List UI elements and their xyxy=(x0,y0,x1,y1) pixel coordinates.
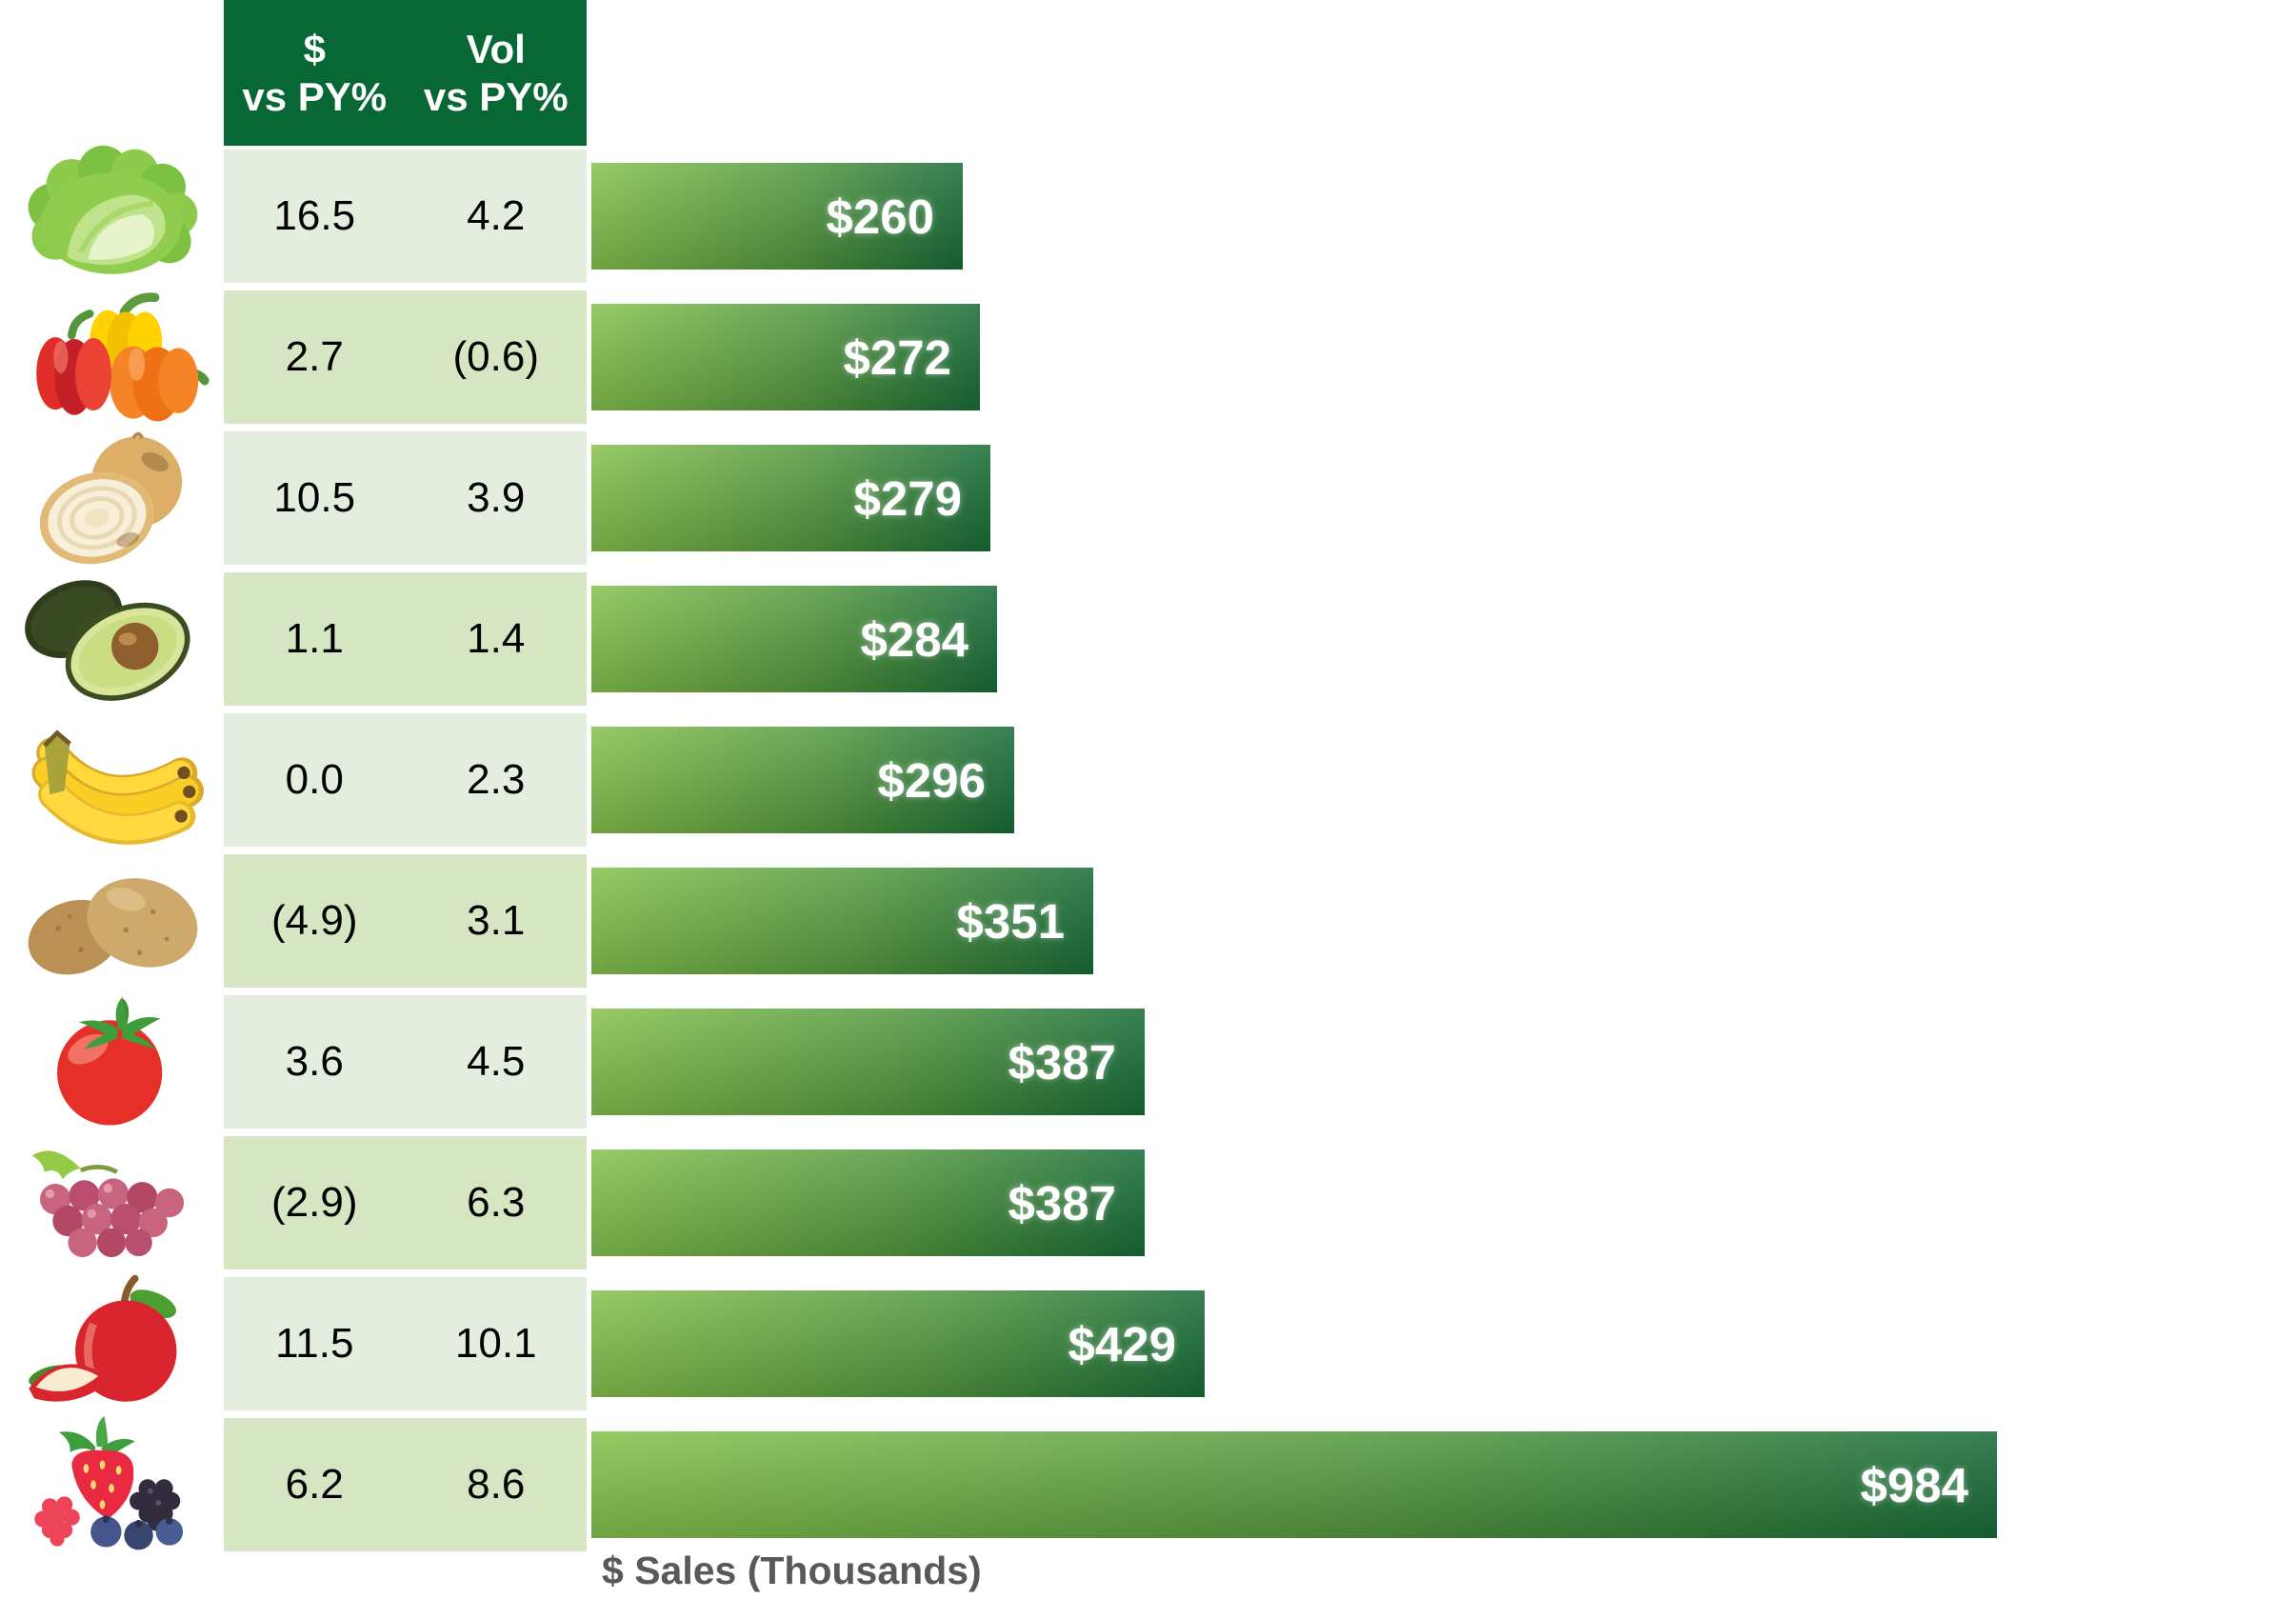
sales-bar: $387 xyxy=(591,1009,1145,1115)
header-vol-line1: Vol xyxy=(466,26,526,71)
dollar-vs-py-value: (4.9) xyxy=(271,897,358,944)
sales-bar: $284 xyxy=(591,586,997,692)
sales-value-label: $279 xyxy=(853,470,962,526)
metrics-cell: 1.1 1.4 xyxy=(224,572,587,706)
sales-value-label: $387 xyxy=(1008,1034,1116,1089)
header-vol-line2: vs PY% xyxy=(423,73,569,119)
table-row: 3.6 4.5 $387 xyxy=(0,995,2296,1129)
metrics-cell: 10.5 3.9 xyxy=(224,431,587,565)
bar-track: $272 xyxy=(587,290,2296,424)
potatoes-icon xyxy=(0,854,224,988)
bar-track: $429 xyxy=(587,1277,2296,1410)
bar-track: $984 xyxy=(587,1418,2296,1551)
sales-bar: $272 xyxy=(591,304,980,410)
metrics-cell: 3.6 4.5 xyxy=(224,995,587,1129)
vol-vs-py-value: 2.3 xyxy=(467,756,526,803)
vol-vs-py-value: 8.6 xyxy=(467,1461,526,1508)
bar-track: $387 xyxy=(587,1136,2296,1269)
berries-icon xyxy=(0,1415,224,1551)
dollar-vs-py-value: 1.1 xyxy=(285,615,344,662)
sales-value-label: $984 xyxy=(1860,1457,1968,1512)
metrics-cell: (2.9) 6.3 xyxy=(224,1136,587,1269)
avocado-icon xyxy=(0,572,224,706)
sales-value-label: $284 xyxy=(860,611,968,667)
metrics-cell: 11.5 10.1 xyxy=(224,1277,587,1410)
bar-track: $296 xyxy=(587,713,2296,847)
sales-bar: $984 xyxy=(591,1431,1997,1538)
table-row: (2.9) 6.3 $387 xyxy=(0,1136,2296,1269)
table-row: 10.5 3.9 $279 xyxy=(0,431,2296,565)
grapes-icon xyxy=(0,1136,224,1269)
table-row: 11.5 10.1 $429 xyxy=(0,1274,2296,1410)
dollar-vs-py-value: 6.2 xyxy=(285,1461,344,1508)
apple-icon xyxy=(0,1274,224,1410)
lettuce-icon xyxy=(0,145,224,283)
bar-track: $351 xyxy=(587,854,2296,988)
vol-vs-py-value: (0.6) xyxy=(452,333,539,380)
vol-vs-py-value: 3.9 xyxy=(467,474,526,521)
dollar-vs-py-value: 10.5 xyxy=(273,474,356,521)
dollar-vs-py-value: 16.5 xyxy=(273,192,356,239)
sales-value-label: $272 xyxy=(843,330,951,385)
table-row: 6.2 8.6 $984 xyxy=(0,1415,2296,1551)
table-row: (4.9) 3.1 $351 xyxy=(0,854,2296,988)
x-axis-label: $ Sales (Thousands) xyxy=(602,1549,982,1592)
sales-bar: $429 xyxy=(591,1290,1205,1397)
sales-bar: $387 xyxy=(591,1149,1145,1256)
sales-bar: $260 xyxy=(591,163,963,270)
header-dollar-line2: vs PY% xyxy=(242,73,388,119)
table-row: 1.1 1.4 $284 xyxy=(0,572,2296,706)
dollar-vs-py-value: 3.6 xyxy=(285,1038,344,1085)
header-vol-vs-py: Vol vs PY% xyxy=(406,0,588,146)
table-row: 2.7 (0.6) $272 xyxy=(0,290,2296,424)
table-row: 16.5 4.2 $260 xyxy=(0,145,2296,283)
table-header: $ vs PY% Vol vs PY% xyxy=(224,0,587,146)
tomato-icon xyxy=(0,995,224,1129)
vol-vs-py-value: 10.1 xyxy=(454,1320,537,1367)
rows-container: 16.5 4.2 $260 2.7 (0.6) $272 10.5 3.9 xyxy=(0,145,2296,1559)
dollar-vs-py-value: (2.9) xyxy=(271,1179,358,1226)
bar-track: $284 xyxy=(587,572,2296,706)
metrics-cell: 2.7 (0.6) xyxy=(224,290,587,424)
vol-vs-py-value: 4.5 xyxy=(467,1038,526,1085)
sales-value-label: $296 xyxy=(877,752,986,808)
metrics-cell: 16.5 4.2 xyxy=(224,150,587,283)
vol-vs-py-value: 3.1 xyxy=(467,897,526,944)
header-dollar-line1: $ xyxy=(303,26,326,71)
sales-value-label: $387 xyxy=(1008,1175,1116,1230)
metrics-cell: (4.9) 3.1 xyxy=(224,854,587,988)
dollar-vs-py-value: 2.7 xyxy=(285,333,344,380)
vol-vs-py-value: 6.3 xyxy=(467,1179,526,1226)
dollar-vs-py-value: 0.0 xyxy=(285,756,344,803)
bell-peppers-icon xyxy=(0,290,224,424)
bananas-icon xyxy=(0,713,224,847)
metrics-cell: 6.2 8.6 xyxy=(224,1418,587,1551)
vol-vs-py-value: 4.2 xyxy=(467,192,526,239)
sales-bar: $351 xyxy=(591,868,1093,974)
dollar-vs-py-value: 11.5 xyxy=(275,1320,354,1367)
bar-track: $387 xyxy=(587,995,2296,1129)
sales-bar: $296 xyxy=(591,727,1014,833)
sales-value-label: $260 xyxy=(826,189,934,244)
vol-vs-py-value: 1.4 xyxy=(467,615,526,662)
header-dollar-vs-py: $ vs PY% xyxy=(224,0,406,146)
sales-value-label: $429 xyxy=(1068,1316,1176,1371)
onion-icon xyxy=(0,431,224,565)
metrics-cell: 0.0 2.3 xyxy=(224,713,587,847)
table-row: 0.0 2.3 $296 xyxy=(0,713,2296,847)
bar-track: $279 xyxy=(587,431,2296,565)
sales-bar: $279 xyxy=(591,445,990,551)
sales-value-label: $351 xyxy=(956,893,1065,949)
bar-track: $260 xyxy=(587,150,2296,283)
